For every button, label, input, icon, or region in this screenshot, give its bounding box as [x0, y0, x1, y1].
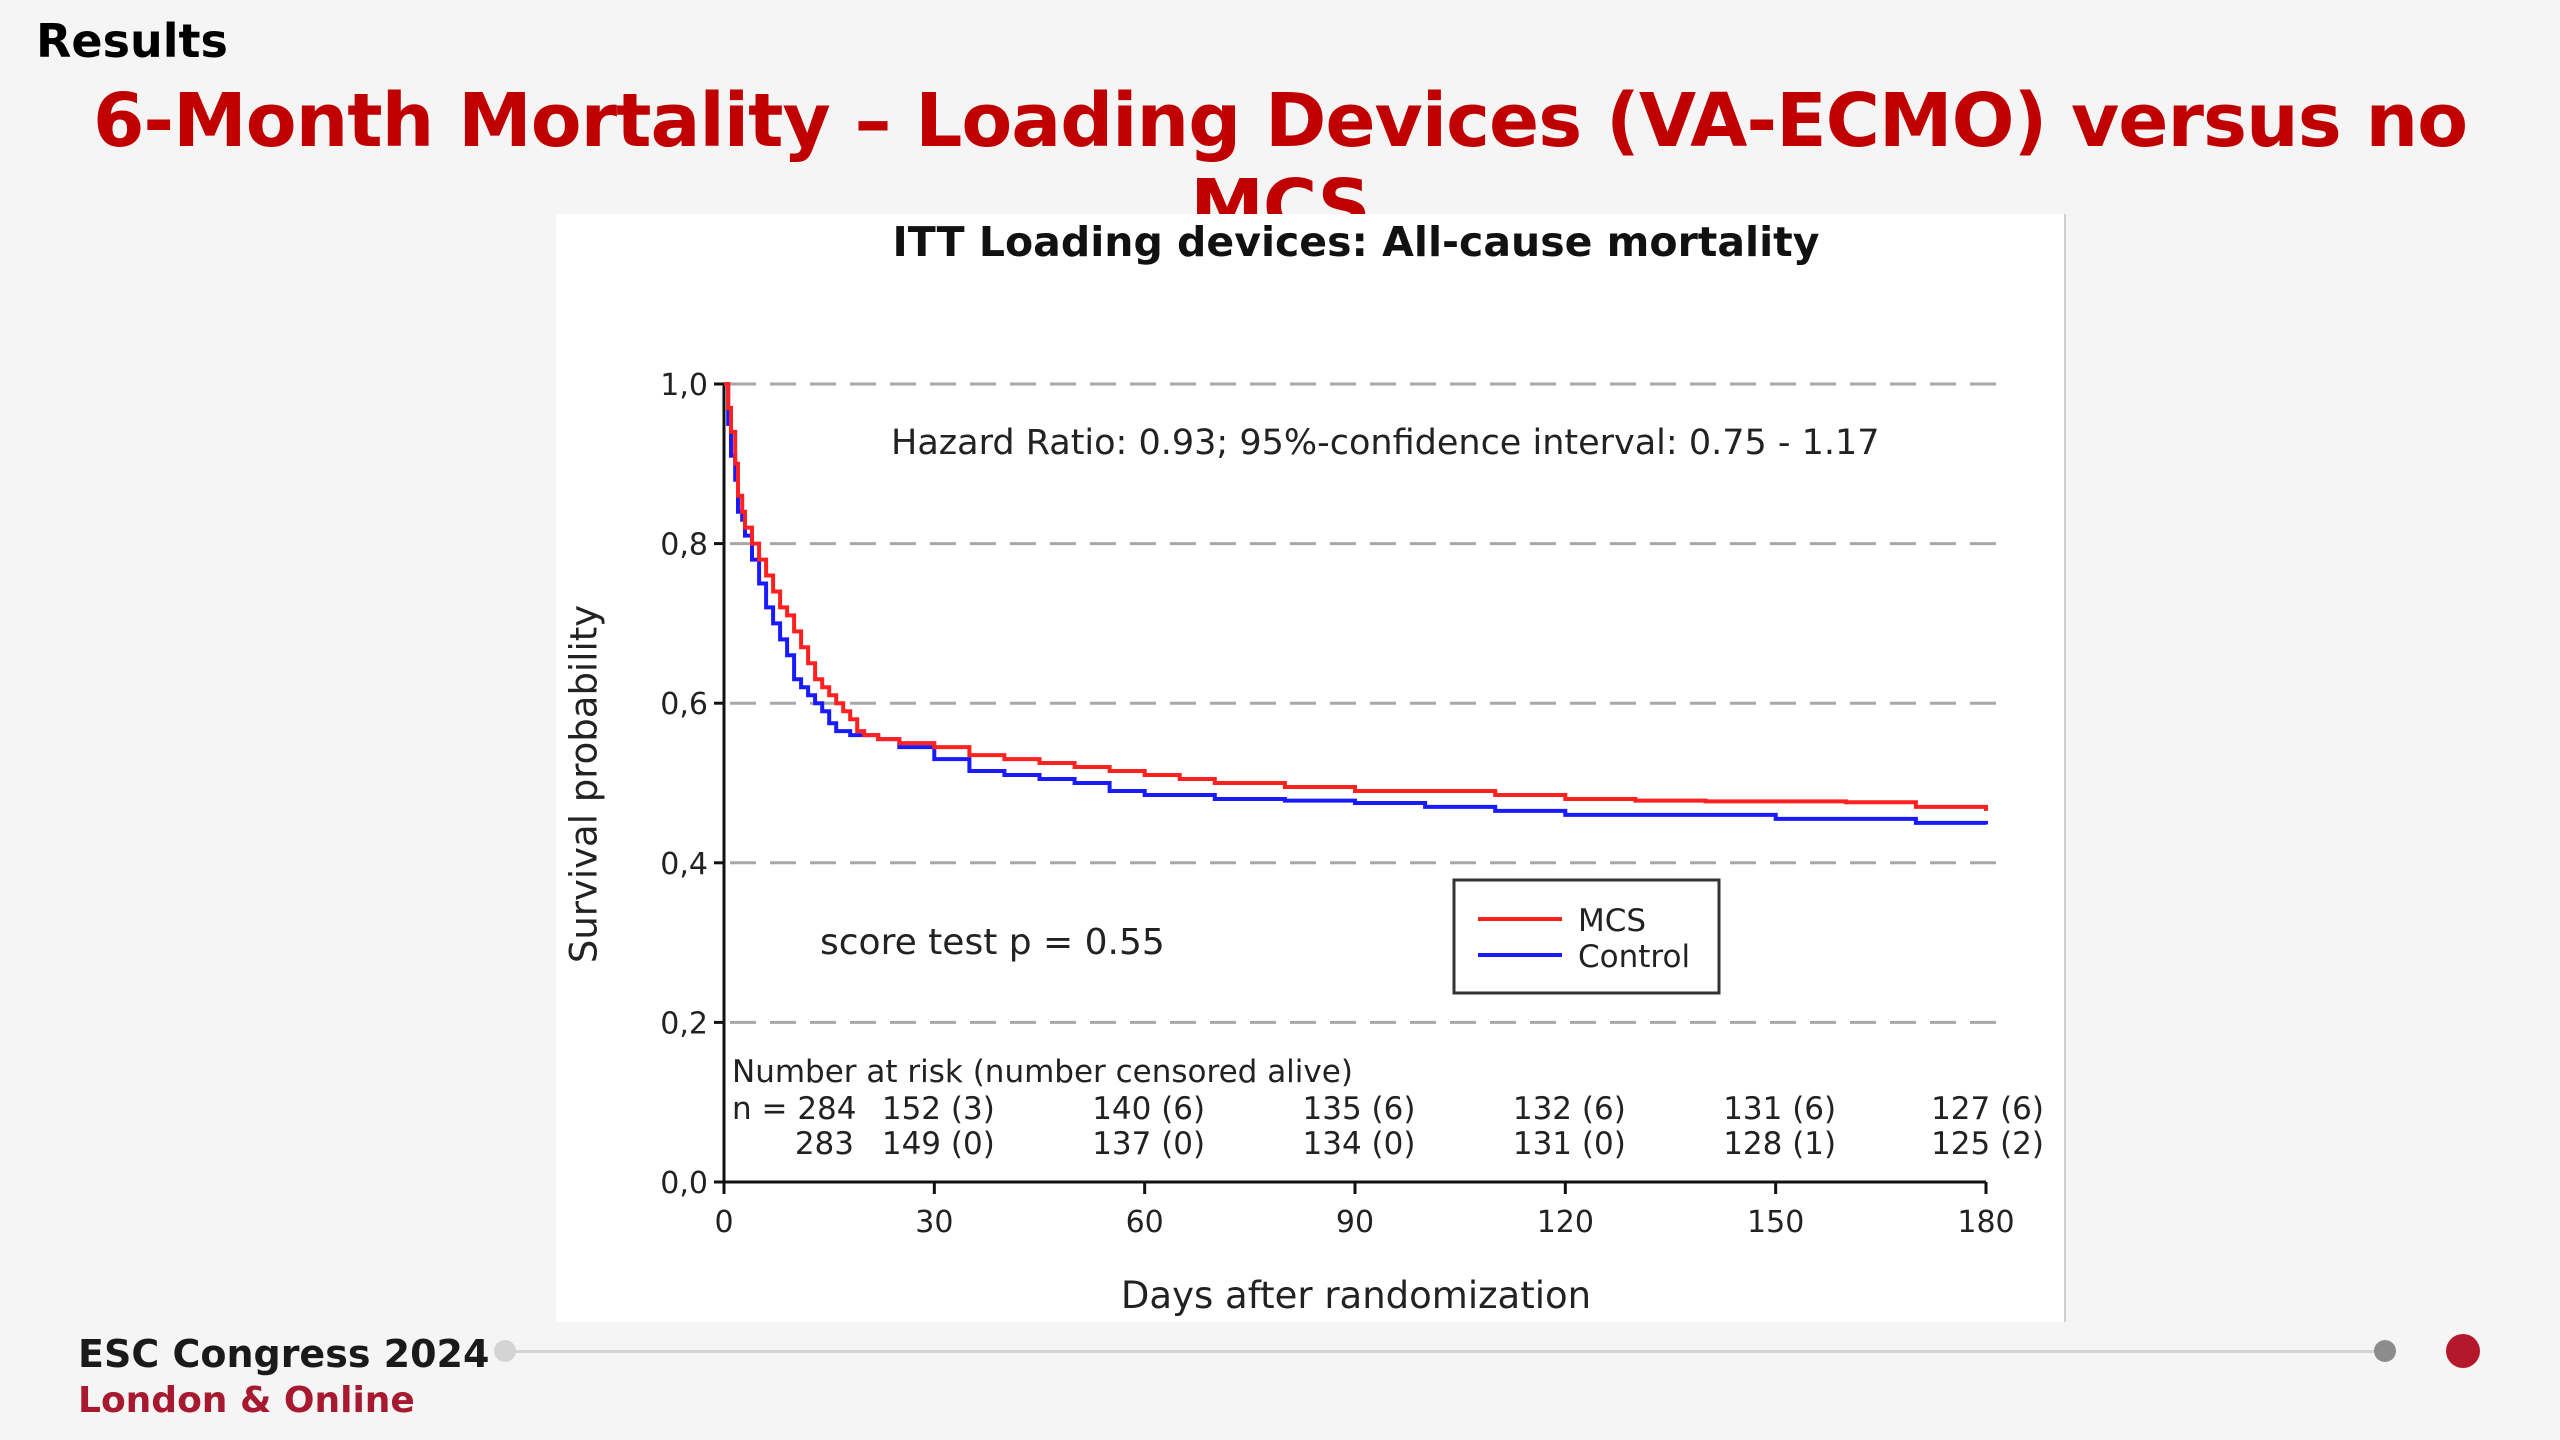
km-chart: ITT Loading devices: All-cause mortality… [563, 218, 2045, 1317]
risk-table-cell: n = 284 [732, 1091, 857, 1127]
series-line-mcs [724, 382, 1988, 811]
risk-table-cell: 135 (6) [1303, 1091, 1416, 1127]
x-tick-label: 60 [1126, 1205, 1164, 1240]
risk-table-cell: 127 (6) [1931, 1091, 2044, 1127]
risk-table-cell: 137 (0) [1092, 1126, 1205, 1162]
x-tick-label: 180 [1957, 1205, 2014, 1240]
footer-congress: ESC Congress 2024 [78, 1332, 490, 1376]
risk-table-cell: 131 (6) [1723, 1091, 1836, 1127]
legend-box [1452, 878, 1721, 995]
chart-title: ITT Loading devices: All-cause mortality [892, 218, 1819, 266]
risk-table-cell: 152 (3) [882, 1091, 995, 1127]
y-tick-label: 0,4 [660, 847, 708, 882]
risk-table-cell: 125 (2) [1931, 1126, 2044, 1162]
y-tick-label: 0,2 [660, 1006, 708, 1041]
legend-label-control: Control [1578, 939, 1690, 975]
y-tick-label: 0,0 [660, 1166, 708, 1201]
x-tick-label: 150 [1747, 1205, 1804, 1240]
risk-table-cell: 283 [795, 1126, 854, 1162]
legend-label-mcs: MCS [1578, 903, 1646, 939]
risk-table-cell: 134 (0) [1303, 1126, 1416, 1162]
hazard-ratio-annotation: Hazard Ratio: 0.93; 95%-confidence inter… [891, 423, 1880, 463]
progress-start-dot [494, 1340, 516, 1362]
x-tick-label: 30 [915, 1205, 953, 1240]
legend: MCS Control [1452, 878, 1721, 995]
chart-panel: ITT Loading devices: All-cause mortality… [556, 214, 2066, 1322]
risk-table-cell: 149 (0) [882, 1126, 995, 1162]
risk-table-cell: 128 (1) [1723, 1126, 1836, 1162]
risk-table-cell: 140 (6) [1092, 1091, 1205, 1127]
y-tick-label: 1,0 [660, 368, 708, 403]
x-axis-label: Days after randomization [1121, 1274, 1591, 1317]
footer-brand: ESC Congress 2024 London & Online [78, 1332, 489, 1421]
y-axis-label: Survival probability [563, 605, 606, 963]
y-tick-label: 0,8 [660, 528, 708, 563]
score-test-annotation: score test p = 0.55 [820, 922, 1165, 963]
footer-location: London & Online [78, 1380, 415, 1421]
progress-track [506, 1350, 2396, 1353]
progress-end-dot [2446, 1334, 2480, 1368]
risk-table-heading: Number at risk (number censored alive) [732, 1054, 1353, 1090]
risk-table-cell: 132 (6) [1513, 1091, 1626, 1127]
section-label: Results [36, 14, 228, 68]
y-tick-label: 0,6 [660, 687, 708, 722]
x-tick-label: 90 [1336, 1205, 1374, 1240]
progress-mid-dot [2374, 1340, 2396, 1362]
x-tick-label: 120 [1537, 1205, 1594, 1240]
series-line-control [724, 382, 1988, 825]
x-tick-label: 0 [714, 1205, 733, 1240]
slide-title: 6-Month Mortality – Loading Devices (VA-… [92, 78, 2468, 250]
risk-table-cell: 131 (0) [1513, 1126, 1626, 1162]
